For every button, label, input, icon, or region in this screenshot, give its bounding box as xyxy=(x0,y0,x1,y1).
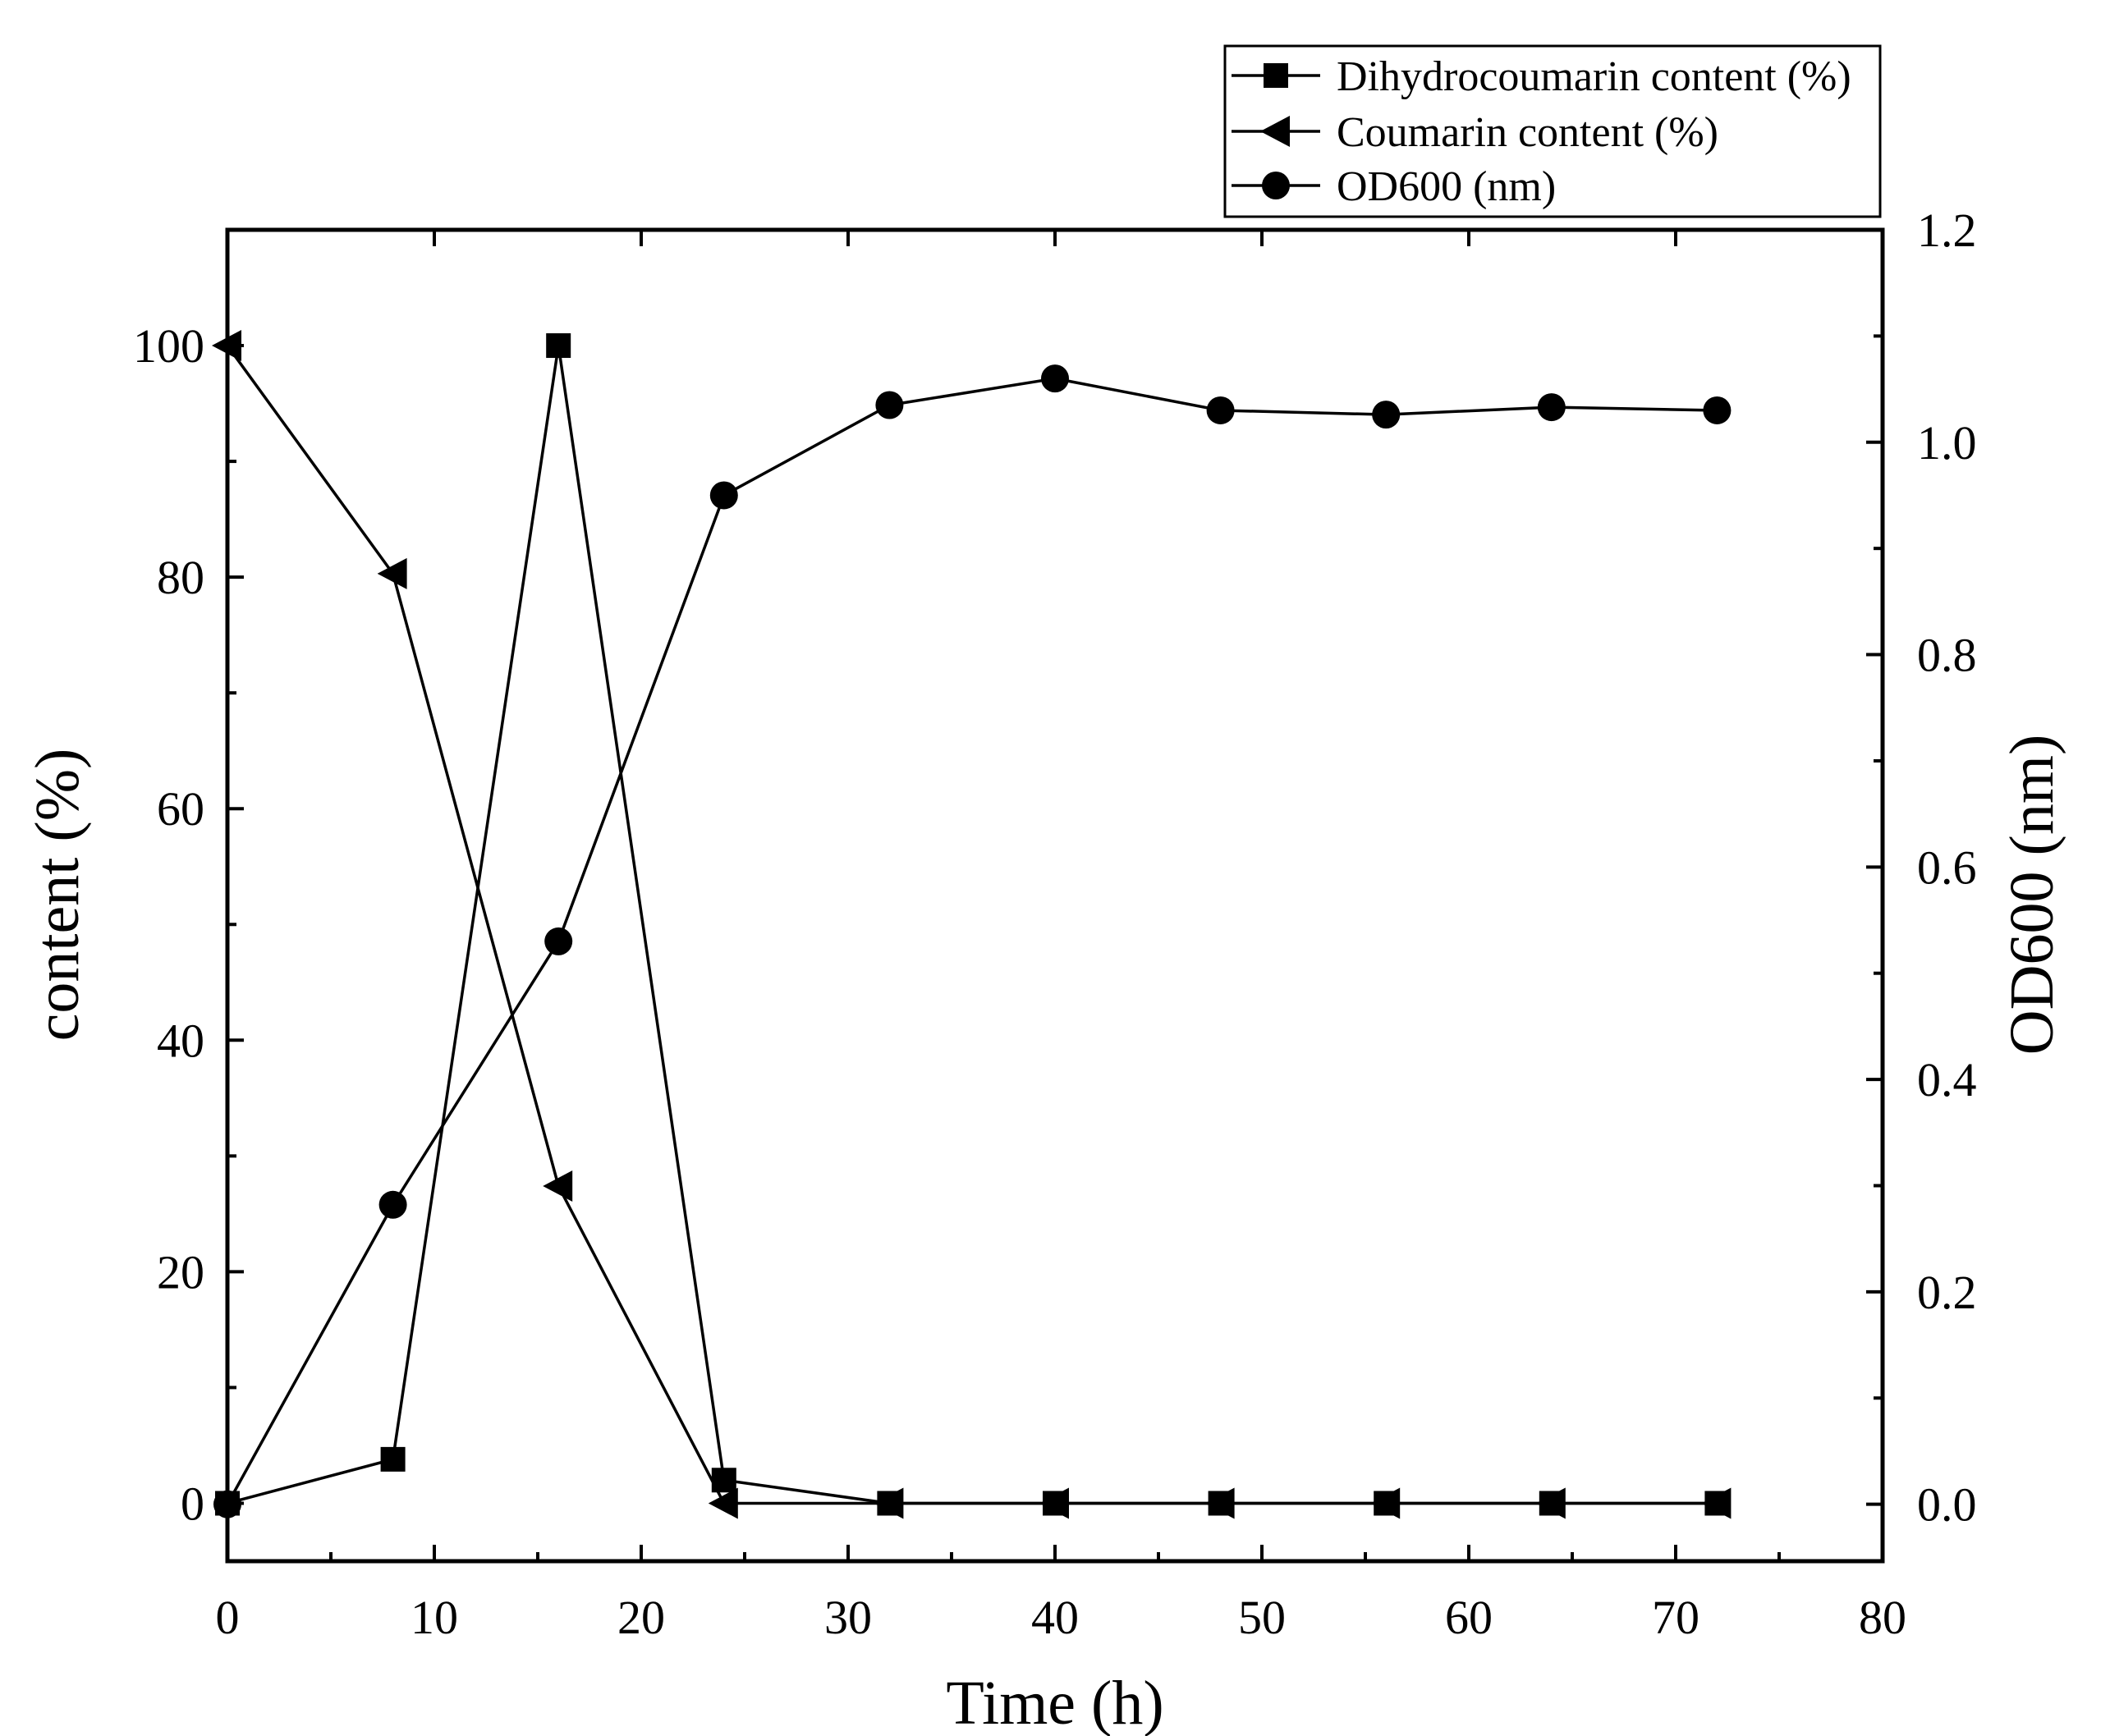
x-tick-label: 70 xyxy=(1652,1591,1699,1644)
legend-label: Dihydrocoumarin content (%) xyxy=(1337,53,1851,100)
data-point xyxy=(1206,396,1235,424)
x-axis-title: Time (h) xyxy=(946,1669,1163,1736)
y2-axis-title: OD600 (nm) xyxy=(1998,735,2066,1056)
y-tick-label: 100 xyxy=(133,319,204,373)
x-tick-label: 80 xyxy=(1859,1591,1906,1644)
data-point xyxy=(380,1446,406,1472)
series-line xyxy=(226,377,1718,1505)
legend-marker xyxy=(1262,172,1290,199)
y2-tick-label: 1.0 xyxy=(1917,416,1977,469)
data-point xyxy=(875,391,904,419)
x-tick-label: 30 xyxy=(824,1591,872,1644)
series-line xyxy=(226,345,1718,1505)
x-tick-label: 20 xyxy=(617,1591,665,1644)
y-tick-label: 60 xyxy=(157,782,204,836)
data-point xyxy=(378,1190,407,1219)
data-point xyxy=(1041,364,1069,393)
data-point xyxy=(877,1491,902,1516)
data-point xyxy=(709,481,738,510)
x-tick-label: 60 xyxy=(1445,1591,1493,1644)
data-point xyxy=(544,927,573,955)
data-point xyxy=(1704,1491,1730,1516)
legend-marker xyxy=(1264,63,1288,88)
x-tick-label: 0 xyxy=(216,1591,240,1644)
data-point xyxy=(1537,393,1566,422)
legend-label: OD600 (nm) xyxy=(1337,163,1556,210)
x-tick-label: 50 xyxy=(1238,1591,1286,1644)
data-point xyxy=(1539,1491,1564,1516)
legend-label: Coumarin content (%) xyxy=(1337,109,1718,156)
data-point xyxy=(212,330,241,362)
y2-tick-label: 1.2 xyxy=(1917,204,1977,257)
series-1 xyxy=(215,333,1730,1516)
y-tick-label: 80 xyxy=(157,551,204,604)
legend: Dihydrocoumarin content (%) Coumarin cont… xyxy=(1223,44,1882,218)
y2-tick-label: 0.0 xyxy=(1917,1478,1977,1532)
data-point xyxy=(546,333,571,359)
x-tick-label: 10 xyxy=(411,1591,458,1644)
y-tick-label: 20 xyxy=(157,1245,204,1299)
y-tick-label: 0 xyxy=(181,1477,204,1530)
data-point xyxy=(543,1170,573,1202)
y2-tick-label: 0.4 xyxy=(1917,1053,1977,1106)
data-point xyxy=(1374,1491,1399,1516)
data-point xyxy=(1043,1491,1067,1516)
series-line xyxy=(227,344,1718,1505)
y-tick-label: 40 xyxy=(157,1014,204,1067)
data-point xyxy=(215,1491,240,1516)
data-point xyxy=(708,1487,738,1519)
series-3 xyxy=(213,364,1732,1518)
data-point xyxy=(1703,396,1732,424)
y2-tick-label: 0.8 xyxy=(1917,629,1977,682)
data-point xyxy=(1208,1491,1233,1516)
data-point xyxy=(377,557,407,589)
data-point xyxy=(711,1468,736,1493)
y-axis-title: content (%) xyxy=(23,749,92,1042)
legend-box xyxy=(1223,44,1882,218)
legend-marker xyxy=(1260,116,1290,147)
series-2 xyxy=(212,330,1732,1519)
y2-tick-label: 0.2 xyxy=(1917,1266,1977,1319)
y2-tick-label: 0.6 xyxy=(1917,841,1977,894)
data-point xyxy=(1372,401,1401,429)
x-tick-label: 40 xyxy=(1031,1591,1079,1644)
